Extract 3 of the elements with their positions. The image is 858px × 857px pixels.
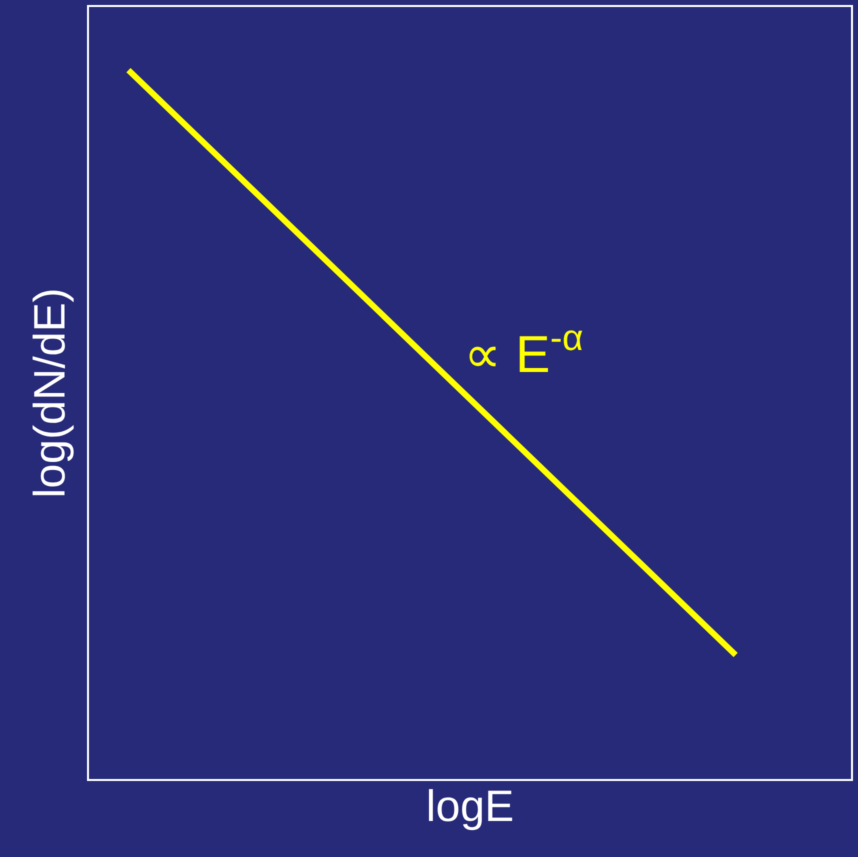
x-axis-title: logE	[426, 782, 514, 832]
y-axis-title: log(dN/dE)	[26, 288, 75, 498]
annotation: ∝ E$^{-α}$	[464, 317, 584, 384]
